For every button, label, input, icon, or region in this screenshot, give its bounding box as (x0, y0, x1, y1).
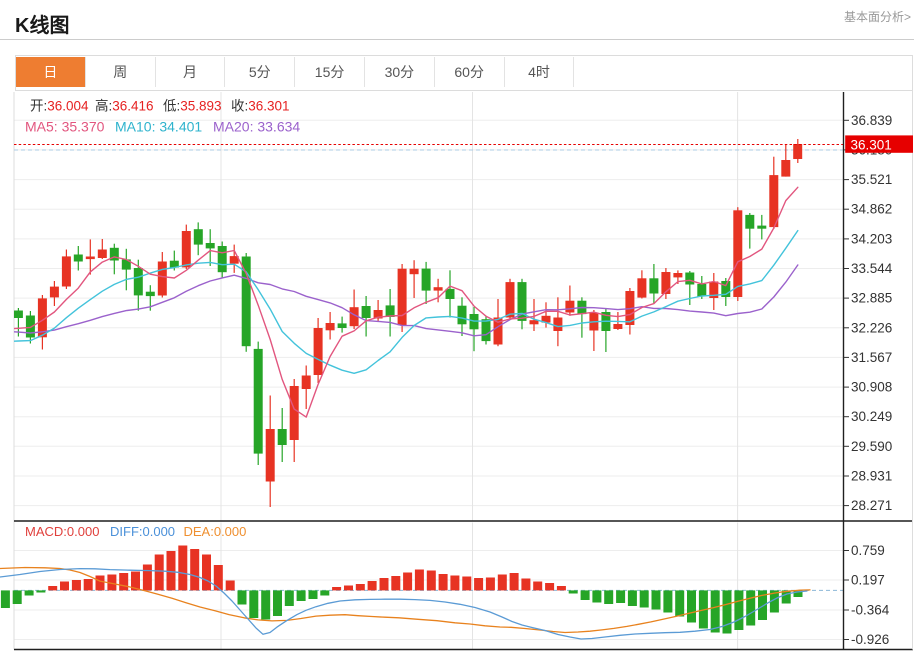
svg-text:28.271: 28.271 (851, 498, 892, 513)
svg-text:低:35.893: 低:35.893 (163, 99, 222, 114)
svg-text:32.885: 32.885 (851, 291, 892, 306)
svg-text:0.197: 0.197 (851, 573, 885, 588)
svg-text:收:36.301: 收:36.301 (231, 99, 290, 114)
svg-text:0.759: 0.759 (851, 543, 885, 558)
svg-text:28.931: 28.931 (851, 469, 892, 484)
svg-text:32.226: 32.226 (851, 320, 892, 335)
svg-text:30.249: 30.249 (851, 409, 892, 424)
svg-text:MA20: 33.634: MA20: 33.634 (213, 119, 300, 135)
svg-text:MA5: 35.370: MA5: 35.370 (25, 119, 105, 135)
svg-text:31.567: 31.567 (851, 350, 892, 365)
svg-text:36.839: 36.839 (851, 113, 892, 128)
svg-text:MACD:0.000: MACD:0.000 (25, 524, 99, 539)
svg-text:35.521: 35.521 (851, 172, 892, 187)
svg-text:高:36.416: 高:36.416 (95, 98, 154, 114)
svg-text:36.301: 36.301 (851, 137, 892, 152)
svg-text:-0.364: -0.364 (851, 603, 890, 618)
svg-text:DEA:0.000: DEA:0.000 (184, 524, 247, 539)
svg-text:34.862: 34.862 (851, 202, 892, 217)
svg-text:30.908: 30.908 (851, 380, 892, 395)
svg-text:MA10: 34.401: MA10: 34.401 (115, 119, 202, 135)
svg-text:开:36.004: 开:36.004 (30, 99, 89, 114)
svg-text:-0.926: -0.926 (851, 632, 889, 647)
svg-text:DIFF:0.000: DIFF:0.000 (110, 524, 175, 539)
svg-text:34.203: 34.203 (851, 231, 892, 246)
svg-text:29.590: 29.590 (851, 439, 892, 454)
svg-text:33.544: 33.544 (851, 261, 893, 276)
